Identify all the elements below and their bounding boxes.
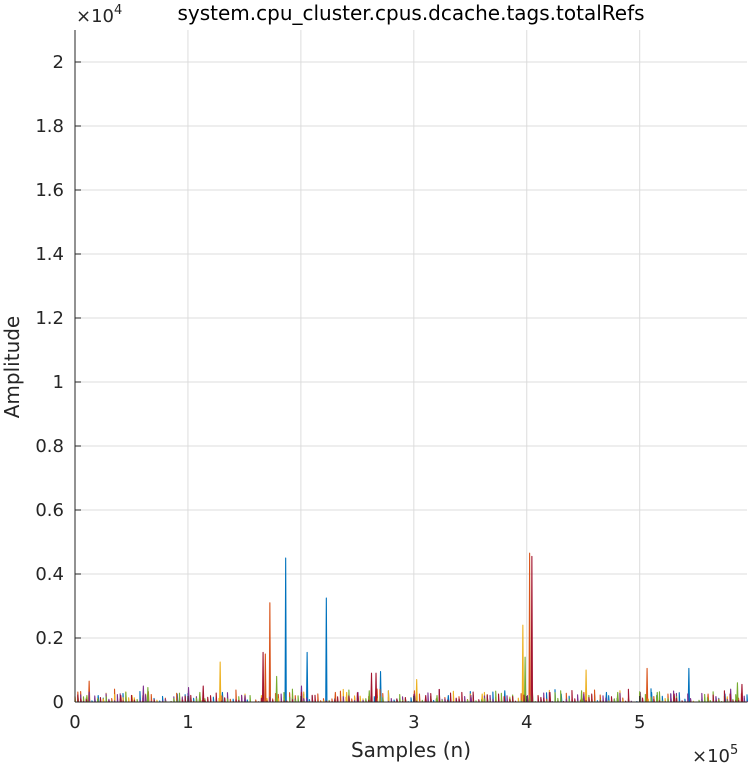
y-tick-label: 1.6 bbox=[35, 180, 64, 201]
series-line-2 bbox=[74, 552, 748, 703]
x-axis-label: Samples (n) bbox=[351, 738, 471, 762]
x-exponent-base: ×10 bbox=[692, 746, 730, 766]
y-tick-label: 1.2 bbox=[35, 308, 64, 329]
axes bbox=[74, 30, 747, 703]
x-exponent-power: 5 bbox=[730, 743, 738, 758]
y-tick-label: 0.4 bbox=[35, 564, 64, 585]
y-tick-label: 0 bbox=[53, 692, 64, 713]
x-tick-label: 1 bbox=[182, 712, 193, 733]
y-tick-label: 0.2 bbox=[35, 628, 64, 649]
chart-title: system.cpu_cluster.cpus.dcache.tags.tota… bbox=[177, 1, 644, 25]
plot-area bbox=[74, 552, 749, 703]
x-tick-label: 5 bbox=[634, 712, 645, 733]
y-exponent-power: 4 bbox=[114, 3, 122, 18]
x-tick-label: 3 bbox=[408, 712, 419, 733]
x-exponent-label: ×105 bbox=[692, 743, 738, 766]
y-exponent-base: ×10 bbox=[76, 6, 114, 27]
y-axis-label: Amplitude bbox=[0, 316, 24, 419]
y-tick-label: 2 bbox=[53, 52, 64, 73]
y-tick-label: 1 bbox=[53, 372, 64, 393]
y-exponent-label: ×104 bbox=[76, 3, 122, 27]
x-tick-label: 0 bbox=[69, 712, 80, 733]
y-tick-label: 1.8 bbox=[35, 116, 64, 137]
y-tick-label: 0.6 bbox=[35, 500, 64, 521]
x-tick-label: 4 bbox=[521, 712, 532, 733]
y-tick-label: 1.4 bbox=[35, 244, 64, 265]
x-tick-label: 2 bbox=[295, 712, 306, 733]
grid bbox=[75, 30, 747, 702]
x-tick-labels: 0 1 2 3 4 5 bbox=[69, 712, 645, 733]
y-tick-labels: 0 0.2 0.4 0.6 0.8 1 1.2 1.4 1.6 1.8 2 bbox=[35, 52, 64, 713]
y-tick-label: 0.8 bbox=[35, 436, 64, 457]
